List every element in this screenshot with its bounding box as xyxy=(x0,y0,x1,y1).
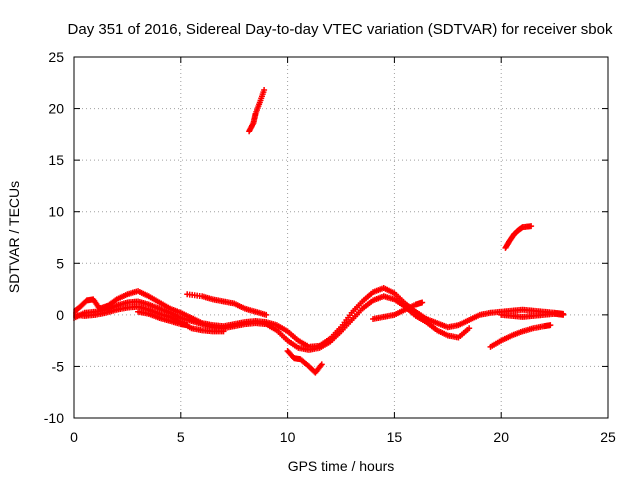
series-track-f xyxy=(184,291,270,318)
data-point xyxy=(220,328,227,335)
data-marks xyxy=(73,87,567,376)
series-track-h xyxy=(487,322,554,350)
series-track-i xyxy=(498,310,567,320)
y-tick-label: 25 xyxy=(48,49,64,65)
x-tick-label: 15 xyxy=(387,429,403,445)
x-axis-label: GPS time / hours xyxy=(288,458,395,474)
axis-ticks xyxy=(73,56,609,419)
data-point xyxy=(261,87,268,94)
grid xyxy=(74,57,608,418)
data-point xyxy=(528,223,535,230)
chart-title: Day 351 of 2016, Sidereal Day-to-day VTE… xyxy=(68,21,613,38)
series-track-d xyxy=(284,347,325,376)
y-axis-label: SDTVAR / TECUs xyxy=(6,181,22,293)
data-point xyxy=(560,311,567,318)
series-track-g xyxy=(370,299,426,322)
series-track-j xyxy=(246,87,268,135)
y-tick-label: -10 xyxy=(44,410,64,426)
y-tick-label: -5 xyxy=(52,358,65,374)
data-point xyxy=(184,322,191,329)
data-point xyxy=(318,361,325,368)
data-point xyxy=(263,311,270,318)
series-track-a xyxy=(73,285,567,350)
x-tick-label: 20 xyxy=(493,429,509,445)
y-tick-label: 5 xyxy=(56,255,64,271)
data-point xyxy=(419,299,426,306)
tick-labels: 0 5 10 15 20 25 -10 -5 0 5 10 15 20 25 xyxy=(44,49,616,445)
plot-frame xyxy=(73,56,609,419)
series-track-k xyxy=(502,223,535,251)
x-tick-label: 5 xyxy=(177,429,185,445)
y-tick-label: 15 xyxy=(48,152,64,168)
y-tick-label: 0 xyxy=(56,307,64,323)
data-point xyxy=(466,325,473,332)
data-point xyxy=(547,322,554,329)
y-tick-label: 10 xyxy=(48,204,64,220)
x-tick-label: 0 xyxy=(70,429,78,445)
series-track-e xyxy=(135,308,191,329)
y-tick-label: 20 xyxy=(48,101,64,117)
x-tick-label: 25 xyxy=(600,429,616,445)
x-tick-label: 10 xyxy=(280,429,296,445)
